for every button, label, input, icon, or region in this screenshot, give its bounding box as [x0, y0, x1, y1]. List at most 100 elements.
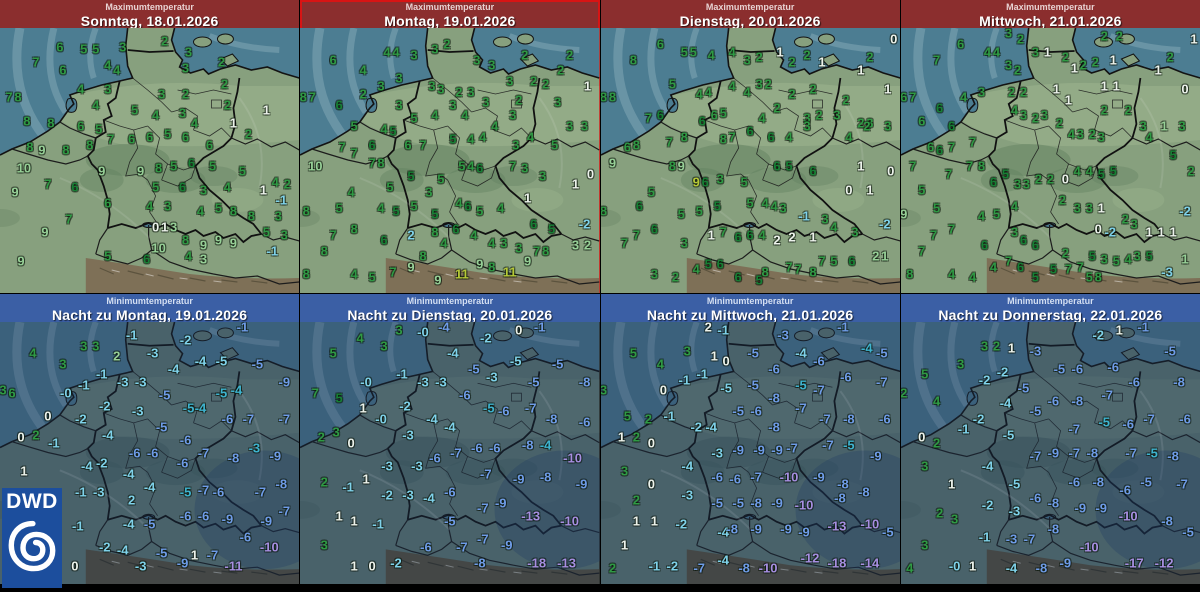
- temp-value: 1: [359, 400, 367, 416]
- temp-value: 5: [695, 203, 703, 219]
- panel-header[interactable]: Minimumtemperatur Nacht zu Mittwoch, 21.…: [600, 294, 900, 323]
- temp-value: 5: [740, 174, 748, 190]
- header-type-label: Maximumtemperatur: [405, 2, 495, 12]
- temp-value: 3: [512, 137, 520, 153]
- temp-value: -9: [771, 442, 783, 458]
- temp-value: 2: [1100, 28, 1108, 44]
- weather-map[interactable]: -1 -2 -1 4 3 3 2 3 -3 -4 -4 -5 -5 -9 3 6 -0 -1 -1 -3 -3 -5 -5-…: [0, 322, 299, 584]
- temp-value: -0: [948, 558, 961, 574]
- temp-value: -2: [399, 398, 411, 414]
- temp-value: -6: [176, 455, 189, 471]
- temp-value: 3: [467, 84, 475, 100]
- temp-value: 1: [259, 182, 267, 198]
- temp-value: 7: [5, 89, 13, 105]
- temp-value: 7: [329, 227, 337, 243]
- temp-value: 1: [1007, 340, 1016, 356]
- header-date-label: Nacht zu Mittwoch, 21.01.2026: [646, 307, 854, 323]
- panel-header[interactable]: Minimumtemperatur Nacht zu Donnerstag, 2…: [900, 294, 1200, 322]
- temp-value: -6: [750, 403, 762, 419]
- temp-value: -5: [1140, 474, 1152, 490]
- temp-value: -6: [1119, 482, 1131, 498]
- temp-value: 2: [872, 248, 880, 264]
- temp-value: -18: [827, 555, 847, 571]
- weather-map[interactable]: 2 -1 -3 -1 5 4 3 1 0 -5 -6 -4 -6 -4 -5 3 5 0 -1 -1 -5 -5 -5 -8-…: [600, 322, 900, 584]
- panel-header[interactable]: Maximumtemperatur Mittwoch, 21.01.2026: [900, 0, 1200, 28]
- temp-value: -3: [485, 369, 498, 385]
- temp-value: 5: [437, 171, 445, 187]
- temp-value: -4: [122, 466, 135, 482]
- temp-value: 6: [650, 221, 658, 237]
- weather-map[interactable]: 3 -0 -4 -2 0 -1 4 5 3 -4 -5 -3 -5 -5 -5 -8 7 5 -0 -1 -3 -3 -6-…: [300, 322, 599, 584]
- temp-value: 9: [98, 163, 106, 179]
- panel-min-nacht-dienstag[interactable]: Minimumtemperatur Nacht zu Dienstag, 20.…: [300, 294, 600, 584]
- temp-value: -7: [477, 500, 489, 516]
- temp-value: -5: [143, 516, 156, 532]
- panel-header[interactable]: Minimumtemperatur Nacht zu Montag, 19.01…: [0, 294, 300, 322]
- temp-value: -1: [78, 377, 90, 393]
- temp-value: 2: [455, 84, 463, 100]
- temp-value: 3: [956, 356, 965, 372]
- temp-value: 3: [509, 107, 517, 123]
- temp-value: 4: [356, 330, 364, 346]
- weather-map[interactable]: -2 1 -1 -5 3 2 1 -3 3 5 2 4 -2 -2 -5 -5 -6 -6 -6 -8 -7 -4 -5 -2…: [900, 322, 1200, 584]
- panel-min-nacht-donnerstag[interactable]: Minimumtemperatur Nacht zu Donnerstag, 2…: [900, 294, 1200, 584]
- temp-value: 1: [262, 102, 270, 118]
- temp-value: -5: [482, 400, 495, 416]
- temp-value: 7: [665, 134, 673, 150]
- temp-value: -8: [726, 521, 738, 537]
- temp-value: -5: [732, 403, 744, 419]
- temp-value: 6: [59, 62, 67, 78]
- temp-value: 3: [1097, 129, 1105, 145]
- temp-value: 8: [47, 115, 55, 131]
- temp-value: 3: [755, 76, 763, 92]
- panel-header[interactable]: Minimumtemperatur Nacht zu Dienstag, 20.…: [300, 294, 600, 322]
- temp-value: 4: [392, 44, 400, 60]
- temp-value: 6: [335, 97, 343, 113]
- panel-header[interactable]: Maximumtemperatur Sonntag, 18.01.2026: [0, 0, 300, 29]
- temp-value: -8: [474, 555, 486, 571]
- panel-min-nacht-montag[interactable]: Minimumtemperatur Nacht zu Montag, 19.01…: [0, 294, 300, 584]
- temp-value: 4: [497, 200, 505, 216]
- temp-value: 0: [887, 163, 895, 179]
- temp-value: -6: [1029, 490, 1042, 506]
- temp-value: -4: [101, 427, 114, 443]
- temp-value: 1: [229, 115, 238, 131]
- temp-value: 4: [1073, 163, 1081, 179]
- temp-value: 5: [131, 102, 139, 118]
- temp-value: 5: [329, 345, 337, 361]
- panel-max-montag[interactable]: Maximumtemperatur Montag, 19.01.2026 6 4 4…: [300, 0, 600, 293]
- temp-value: 3: [92, 338, 100, 354]
- temp-value: 7: [1064, 261, 1072, 277]
- temp-value: -8: [843, 411, 855, 427]
- temp-value: 0: [890, 31, 898, 47]
- header-date-label: Sonntag, 18.01.2026: [80, 13, 219, 29]
- panel-max-dienstag[interactable]: Maximumtemperatur Dienstag, 20.01.2026 6…: [600, 0, 900, 293]
- temp-value: -4: [81, 458, 93, 474]
- temp-value: 2: [1055, 115, 1063, 131]
- temp-value: -9: [870, 448, 882, 464]
- temp-value: 1: [350, 513, 358, 529]
- panel-header[interactable]: Maximumtemperatur Dienstag, 20.01.2026: [600, 0, 900, 28]
- temp-value: 2: [160, 33, 169, 49]
- panel-min-nacht-mittwoch[interactable]: Minimumtemperatur Nacht zu Mittwoch, 21.…: [600, 294, 900, 584]
- temp-value: 5: [208, 158, 217, 174]
- temp-value: 2: [900, 385, 908, 401]
- temp-value: -7: [278, 411, 291, 427]
- temp-value: 3: [600, 382, 608, 398]
- temp-value: 6: [56, 39, 64, 55]
- panel-max-sonntag[interactable]: Maximumtemperatur Sonntag, 18.01.2026 6 5…: [0, 0, 300, 293]
- panel-max-mittwoch[interactable]: Maximumtemperatur Mittwoch, 21.01.2026 3…: [900, 0, 1200, 293]
- panel-header[interactable]: Maximumtemperatur Montag, 19.01.2026: [300, 0, 600, 28]
- temp-value: -8: [1086, 445, 1099, 461]
- temp-value: 8: [542, 243, 550, 259]
- temp-value: -7: [450, 445, 462, 461]
- temp-value: -5: [747, 377, 759, 393]
- temp-value: -8: [768, 390, 780, 406]
- temp-value: -7: [456, 539, 468, 555]
- dwd-logo[interactable]: DWD: [2, 488, 62, 588]
